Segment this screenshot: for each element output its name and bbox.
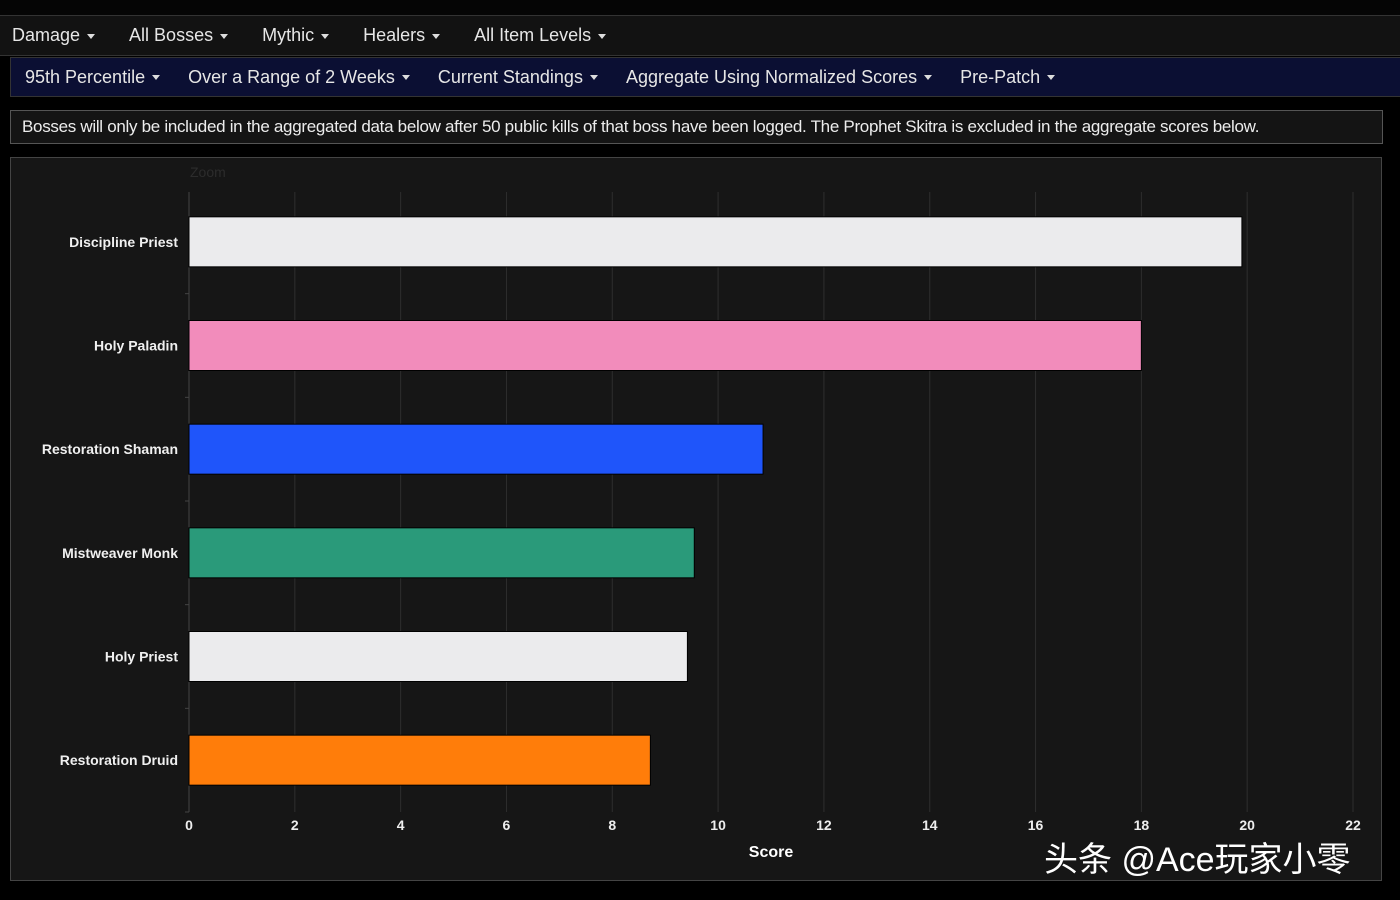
patch-dropdown[interactable]: Pre-Patch [960,66,1056,88]
item-level-dropdown[interactable]: All Item Levels [474,25,607,46]
caret-down-icon [432,33,441,39]
top-bar [0,0,1400,16]
caret-down-icon [589,75,598,81]
dropdown-label: Damage [12,25,81,45]
dropdown-label: All Item Levels [474,25,592,45]
x-tick-label: 4 [397,817,405,833]
caret-down-icon [924,75,933,81]
primary-filter-bar: Damage All Bosses Mythic Healers All Ite… [0,16,1400,56]
percentile-dropdown[interactable]: 95th Percentile [25,66,161,88]
watermark: 头条 @Ace玩家小零 [1044,841,1351,879]
dropdown-label: Current Standings [437,66,583,87]
dropdown-label: Healers [363,25,426,45]
caret-down-icon [598,33,607,39]
dropdown-label: All Bosses [129,25,214,45]
dropdown-label: Mythic [262,25,315,45]
x-tick-label: 2 [291,817,299,833]
difficulty-dropdown[interactable]: Mythic [262,25,330,46]
bar [188,631,688,682]
x-tick-label: 0 [185,817,193,833]
x-tick-label: 22 [1345,817,1361,833]
x-tick-label: 12 [816,817,832,833]
category-label: Holy Priest [105,649,178,665]
x-tick-label: 6 [503,817,511,833]
role-dropdown[interactable]: Healers [363,25,441,46]
x-axis-title: Score [749,844,794,861]
caret-down-icon [321,33,330,39]
zoom-label[interactable]: Zoom [190,164,226,180]
bar [188,734,651,786]
notice-banner: Bosses will only be included in the aggr… [10,110,1383,144]
x-tick-label: 16 [1028,817,1044,833]
category-label: Restoration Shaman [42,441,178,457]
x-tick-label: 10 [710,817,726,833]
caret-down-icon [220,33,229,39]
dropdown-label: Over a Range of 2 Weeks [188,66,395,87]
x-tick-label: 18 [1134,817,1150,833]
dropdown-label: Aggregate Using Normalized Scores [625,66,918,87]
secondary-filter-bar: 95th Percentile Over a Range of 2 Weeks … [10,57,1400,97]
caret-down-icon [152,75,161,81]
aggregate-dropdown[interactable]: Aggregate Using Normalized Scores [625,66,933,88]
dropdown-label: Pre-Patch [960,66,1041,87]
bar [188,320,1142,371]
damage-dropdown[interactable]: Damage [12,25,96,46]
bar [188,216,1243,268]
x-tick-label: 8 [608,817,616,833]
x-tick-label: 20 [1239,817,1255,833]
caret-down-icon [1047,75,1056,81]
x-tick-label: 14 [922,817,938,833]
category-label: Restoration Druid [60,752,178,768]
bosses-dropdown[interactable]: All Bosses [129,25,229,46]
standings-dropdown[interactable]: Current Standings [438,67,598,88]
caret-down-icon [87,33,96,39]
dropdown-label: 95th Percentile [25,66,146,87]
caret-down-icon [401,75,410,81]
bar [188,423,764,475]
category-label: Mistweaver Monk [62,545,178,561]
category-label: Discipline Priest [69,234,178,250]
range-dropdown[interactable]: Over a Range of 2 Weeks [188,67,410,88]
category-label: Holy Paladin [94,338,178,354]
bar [188,527,695,579]
